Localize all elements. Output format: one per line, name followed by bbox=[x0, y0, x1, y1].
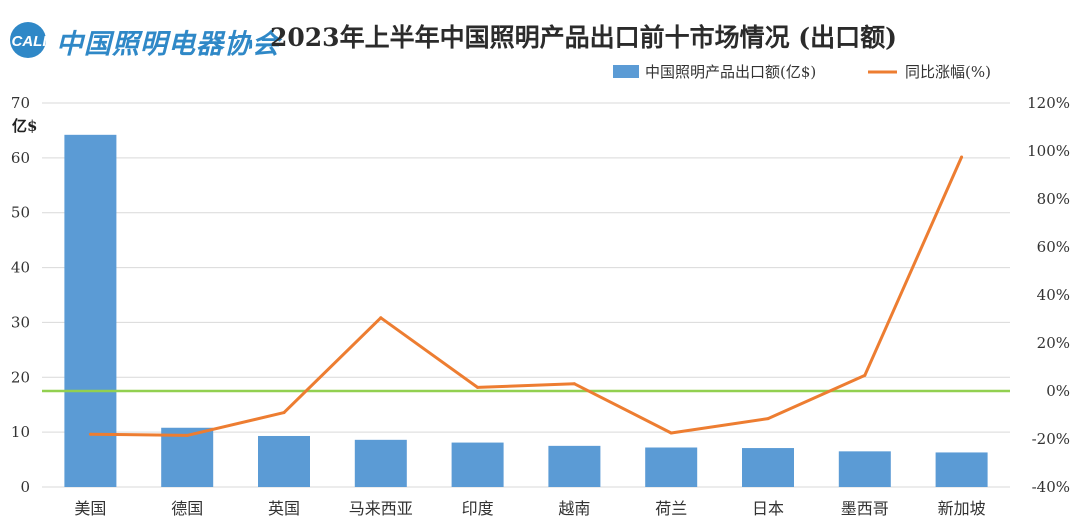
y-left-tick-label: 60 bbox=[11, 149, 30, 167]
x-category-label: 印度 bbox=[462, 499, 494, 518]
x-category-label: 新加坡 bbox=[938, 499, 986, 518]
x-category-label: 马来西亚 bbox=[349, 499, 413, 518]
logo: CALI 中国照明电器协会 bbox=[8, 18, 279, 62]
growth-point bbox=[379, 316, 383, 320]
y-left-tick-label: 40 bbox=[11, 259, 30, 277]
y-right-tick-label: -40% bbox=[1032, 478, 1070, 496]
y-right-tick-label: 60% bbox=[1037, 238, 1070, 256]
bar bbox=[838, 451, 891, 487]
y-right-tick-label: 80% bbox=[1037, 190, 1070, 208]
bar bbox=[742, 448, 794, 487]
y-left-tick-label: 20 bbox=[11, 368, 30, 386]
growth-line bbox=[90, 156, 963, 437]
growth-point bbox=[476, 385, 480, 389]
bar bbox=[161, 427, 214, 487]
growth-point bbox=[960, 155, 964, 159]
bar bbox=[935, 452, 988, 487]
y-left-axis-label: 亿$ bbox=[12, 117, 37, 135]
chart-title: 2023年上半年中国照明产品出口前十市场情况 (出口额) bbox=[270, 23, 897, 52]
growth-point bbox=[863, 373, 867, 377]
y-right-tick-label: -20% bbox=[1032, 430, 1070, 448]
x-category-label: 英国 bbox=[268, 499, 300, 518]
bar bbox=[64, 134, 117, 487]
x-category-label: 荷兰 bbox=[655, 499, 687, 518]
bar bbox=[354, 439, 407, 487]
y-left-tick-label: 50 bbox=[11, 204, 30, 222]
growth-point bbox=[88, 432, 92, 436]
y-right-tick-label: 120% bbox=[1027, 94, 1070, 112]
x-category-label: 日本 bbox=[752, 499, 784, 518]
growth-point bbox=[282, 411, 286, 415]
x-category-label: 越南 bbox=[558, 499, 590, 518]
growth-point bbox=[669, 431, 673, 435]
growth-point bbox=[572, 382, 576, 386]
logo-abbreviation: CALI bbox=[12, 33, 48, 50]
y-right-tick-label: 40% bbox=[1037, 286, 1070, 304]
x-category-label: 墨西哥 bbox=[841, 499, 889, 518]
x-category-label: 美国 bbox=[74, 499, 106, 518]
y-left-tick-label: 70 bbox=[11, 94, 30, 112]
y-left-tick-label: 0 bbox=[20, 478, 30, 496]
logo-name: 中国照明电器协会 bbox=[56, 29, 280, 60]
bar bbox=[258, 435, 310, 487]
y-left-tick-label: 10 bbox=[11, 423, 30, 441]
growth-point bbox=[766, 417, 770, 421]
legend-bar-label: 中国照明产品出口额(亿$) bbox=[645, 63, 816, 81]
legend-bar-swatch bbox=[613, 65, 639, 78]
growth-point bbox=[185, 433, 189, 437]
y-right-tick-label: 0% bbox=[1046, 382, 1070, 400]
bar bbox=[451, 442, 504, 487]
y-left-tick-label: 30 bbox=[11, 313, 30, 331]
bar bbox=[645, 447, 698, 487]
bar bbox=[548, 445, 601, 487]
x-category-label: 德国 bbox=[171, 499, 203, 518]
y-right-tick-label: 20% bbox=[1037, 334, 1070, 352]
y-right-tick-label: 100% bbox=[1027, 142, 1070, 160]
logo-badge-icon: CALI bbox=[10, 22, 48, 58]
legend-line-label: 同比涨幅(%) bbox=[905, 63, 991, 81]
